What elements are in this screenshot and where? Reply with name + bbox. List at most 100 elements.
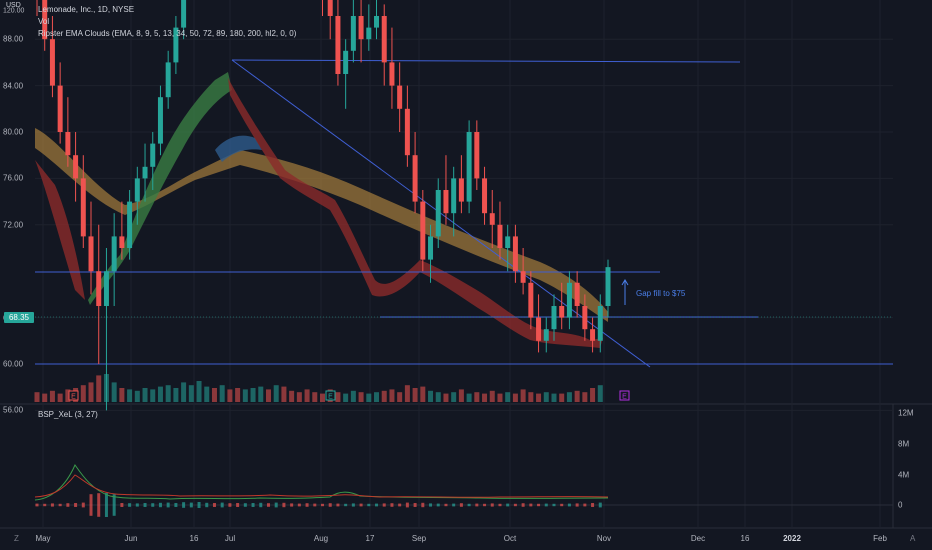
- volume-bar: [350, 390, 356, 402]
- oscillator-line-red: [34, 474, 609, 498]
- svg-text:E: E: [71, 394, 76, 401]
- candle-body: [404, 108, 410, 156]
- volume-bar: [466, 393, 472, 402]
- oscillator-bar: [120, 503, 124, 507]
- volume-bar: [127, 389, 133, 402]
- earnings-marker-1[interactable]: E: [68, 390, 79, 401]
- oscillator-title[interactable]: BSP_XeL (3, 27): [38, 410, 98, 419]
- time-axis-label: Jun: [124, 534, 138, 543]
- volume-bar: [412, 388, 418, 402]
- oscillator-bar: [220, 502, 224, 508]
- candle-body: [543, 329, 549, 341]
- candle-body: [127, 201, 133, 248]
- candle-body: [173, 27, 179, 63]
- oscillator-bar: [521, 503, 525, 507]
- oscillator-bar: [436, 503, 440, 507]
- oscillator-bar: [429, 503, 433, 507]
- time-axis-label: Aug: [313, 534, 329, 543]
- oscillator-bar: [560, 503, 564, 507]
- price-axis-label: 72.00: [3, 220, 24, 230]
- oscillator-bar: [104, 493, 108, 517]
- horizontal-grid: [35, 38, 893, 411]
- candle-body: [505, 236, 511, 248]
- price-axis-label: 84.00: [3, 81, 24, 91]
- candle-body: [57, 85, 63, 132]
- trendline-descending[interactable]: [231, 59, 651, 368]
- oscillator-bar: [297, 503, 301, 507]
- volume-bar: [173, 388, 179, 402]
- oscillator-bar: [529, 503, 533, 507]
- time-axis-label: May: [35, 534, 51, 543]
- candle-body: [142, 166, 148, 179]
- candle-body: [358, 16, 364, 40]
- time-axis-label: Feb: [873, 534, 887, 543]
- oscillator-bar: [591, 503, 595, 507]
- oscillator-bar: [166, 502, 170, 508]
- oscillator-bar: [305, 503, 309, 507]
- volume-bar: [582, 392, 588, 402]
- oscillator-bar: [112, 494, 116, 516]
- time-axis-label: Sep: [411, 534, 427, 543]
- oscillator-bar: [475, 503, 479, 507]
- symbol-title[interactable]: Lemonade, Inc., 1D, NYSE: [38, 5, 135, 14]
- oscillator-bar: [351, 503, 355, 507]
- candle-body: [134, 178, 140, 202]
- oscillator-bar: [413, 503, 417, 507]
- gap-fill-arrowhead: [621, 279, 629, 286]
- candle-body: [65, 132, 71, 156]
- oscillator-bar: [212, 503, 216, 507]
- oscillator-bar: [506, 503, 510, 507]
- candle-body: [111, 236, 117, 272]
- volume-bar: [543, 392, 549, 402]
- oscillator-bar: [498, 503, 502, 507]
- auto-scale-button[interactable]: A: [910, 534, 916, 543]
- gap-fill-annotation[interactable]: Gap fill to $75: [636, 289, 686, 298]
- zoom-button[interactable]: Z: [14, 534, 19, 543]
- candle-body: [466, 132, 472, 202]
- candle-body: [428, 236, 434, 260]
- ema-cloud-slow-bull: [215, 135, 262, 162]
- oscillator-bar: [236, 503, 240, 507]
- candle-body: [397, 85, 403, 109]
- ema-cloud-fast-bear-1: [35, 160, 85, 300]
- volume-bar: [88, 382, 94, 402]
- volume-bar: [111, 382, 117, 402]
- oscillator-bar: [359, 503, 363, 507]
- volume-legend[interactable]: Vol: [38, 17, 50, 26]
- volume-bar: [80, 385, 86, 402]
- candle-body: [366, 27, 372, 40]
- oscillator-bar: [513, 503, 517, 507]
- oscillator-bar: [575, 503, 579, 507]
- volume-bar: [389, 389, 395, 402]
- svg-text:E: E: [622, 394, 627, 401]
- candle-body: [389, 62, 395, 86]
- earnings-marker-upcoming[interactable]: E: [619, 390, 630, 401]
- oscillator-bar: [89, 494, 93, 516]
- candle-body: [605, 267, 611, 306]
- candle-body: [412, 155, 418, 202]
- volume-bar: [265, 389, 271, 402]
- volume-bar: [142, 388, 148, 402]
- candle-body: [165, 62, 171, 98]
- currency-label[interactable]: USD: [6, 2, 21, 9]
- volume-bar: [42, 393, 48, 402]
- earnings-marker-2[interactable]: E: [325, 390, 336, 401]
- candle-body: [150, 143, 156, 167]
- candle-body: [566, 282, 572, 318]
- volume-bar: [482, 393, 488, 402]
- volume-bar: [435, 392, 441, 402]
- oscillator-bar: [421, 502, 425, 508]
- resistance-line-112[interactable]: [231, 59, 741, 63]
- volume-bar: [119, 388, 125, 402]
- volume-bar: [335, 392, 341, 402]
- oscillator-bar: [189, 502, 193, 508]
- oscillator-bar: [367, 503, 371, 507]
- indicator-legend[interactable]: Ripster EMA Clouds (EMA, 8, 9, 5, 13, 34…: [38, 29, 297, 38]
- oscillator-bar: [490, 503, 494, 507]
- candlesticks: [36, 0, 611, 411]
- volume-bar: [258, 386, 264, 402]
- candle-body: [482, 178, 488, 214]
- volume-bar: [273, 385, 279, 402]
